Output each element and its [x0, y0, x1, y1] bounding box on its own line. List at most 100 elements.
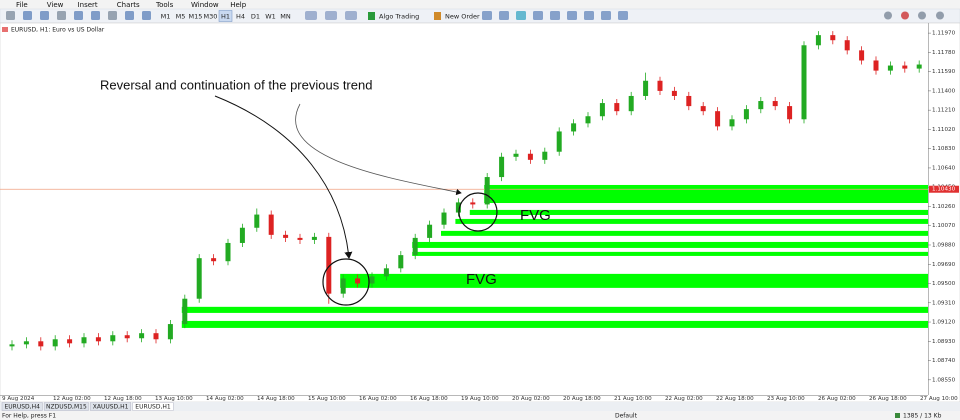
- candle-body: [297, 237, 303, 240]
- status-bar: [0, 411, 960, 420]
- timeframe-button[interactable]: M15: [189, 13, 203, 21]
- y-tick-label: 1.11970: [932, 31, 956, 37]
- tool-icon[interactable]: [325, 11, 337, 20]
- candle-body: [67, 339, 73, 344]
- tool-icon[interactable]: [901, 11, 909, 20]
- tool-icon[interactable]: [23, 11, 32, 20]
- tool-icon[interactable]: [482, 11, 492, 20]
- candle-body: [887, 65, 893, 71]
- candle-body: [801, 45, 807, 120]
- candle-body: [23, 341, 29, 345]
- candle-body: [470, 202, 476, 205]
- menu-item[interactable]: Window: [191, 1, 219, 9]
- y-tick-label: 1.10640: [932, 165, 956, 171]
- fvg-zone: [455, 218, 928, 224]
- chart-tab[interactable]: [132, 402, 174, 411]
- tool-icon[interactable]: [40, 11, 49, 20]
- candle-body: [153, 333, 159, 340]
- menu-item[interactable]: Tools: [155, 1, 174, 9]
- algo-trading-button[interactable]: Algo Trading: [379, 13, 419, 21]
- timeframe-button[interactable]: D1: [251, 13, 260, 21]
- tool-icon[interactable]: [305, 11, 317, 20]
- fvg-zone: [340, 273, 928, 288]
- candle-body: [844, 40, 850, 51]
- tool-icon[interactable]: [345, 11, 357, 20]
- chart-tab[interactable]: [1, 402, 43, 411]
- candle-body: [355, 278, 361, 284]
- candle-body: [167, 324, 173, 340]
- tool-icon[interactable]: [601, 11, 611, 20]
- chart-tab[interactable]: [44, 402, 89, 411]
- annotation-arrow: [214, 95, 353, 259]
- x-tick-label: 26 Aug 02:00: [818, 396, 856, 402]
- chart-tab-label[interactable]: NZDUSD,M15: [46, 403, 87, 410]
- candle-body: [484, 177, 490, 205]
- tool-icon[interactable]: [108, 11, 117, 20]
- timeframe-button[interactable]: W1: [265, 13, 276, 21]
- tool-icon[interactable]: [584, 11, 594, 20]
- chart-label: EURUSD, H1: Euro vs US Dollar: [11, 27, 105, 34]
- new-order-button[interactable]: New Order: [445, 13, 480, 21]
- chart-tab-label[interactable]: EURUSD,H1: [135, 403, 171, 410]
- y-tick-label: 1.08550: [932, 377, 956, 383]
- tool-icon[interactable]: [499, 11, 509, 20]
- tool-icon[interactable]: [936, 11, 944, 20]
- tool-icon[interactable]: [516, 11, 526, 20]
- tool-icon[interactable]: [125, 11, 134, 20]
- candle-body: [455, 202, 461, 213]
- y-tick-label: 1.11590: [932, 69, 956, 75]
- y-tick-label: 1.09880: [932, 242, 956, 248]
- menu-item[interactable]: View: [47, 1, 64, 9]
- chart-tab-label[interactable]: XAUUSD,H1: [93, 403, 129, 410]
- candle-body: [340, 278, 346, 294]
- tool-icon[interactable]: [884, 11, 892, 20]
- y-tick-label: 1.09120: [932, 320, 956, 326]
- candle-body: [715, 111, 721, 127]
- x-tick-label: 12 Aug 02:00: [53, 396, 91, 402]
- x-tick-label: 23 Aug 10:00: [767, 396, 805, 402]
- timeframe-button[interactable]: H4: [236, 13, 245, 21]
- timeframe-button[interactable]: M30: [204, 13, 218, 21]
- y-tick-label: 1.10830: [932, 146, 956, 152]
- x-tick-label: 26 Aug 18:00: [869, 396, 907, 402]
- timeframe-active-bg: [218, 10, 233, 22]
- timeframe-button[interactable]: H1: [221, 13, 230, 21]
- fvg-zone: [181, 320, 928, 328]
- candle-body: [628, 95, 634, 112]
- tool-icon[interactable]: [918, 11, 926, 20]
- fvg-zone: [469, 209, 928, 215]
- menu-item[interactable]: Charts: [117, 1, 140, 9]
- tool-icon[interactable]: [533, 11, 543, 20]
- tool-icon[interactable]: [618, 11, 628, 20]
- timeframe-button[interactable]: M5: [176, 13, 186, 21]
- menu-item[interactable]: Insert: [78, 1, 98, 9]
- chart-tab-label[interactable]: EURUSD,H4: [4, 403, 40, 410]
- menu-item[interactable]: File: [16, 1, 28, 9]
- candle-body: [614, 103, 620, 112]
- candle-body: [556, 131, 562, 152]
- x-tick-label: 20 Aug 02:00: [512, 396, 550, 402]
- algo-icon[interactable]: [368, 12, 375, 20]
- y-tick-label: 1.11780: [932, 50, 956, 56]
- candle-body: [211, 258, 217, 262]
- timeframe-button[interactable]: M1: [161, 13, 171, 21]
- chart-tab[interactable]: [90, 402, 132, 411]
- y-tick-label: 1.09690: [932, 262, 956, 268]
- tool-icon[interactable]: [57, 11, 66, 20]
- candle-body: [139, 333, 145, 339]
- tool-icon[interactable]: [142, 11, 151, 20]
- tool-icon[interactable]: [74, 11, 83, 20]
- tool-icon[interactable]: [567, 11, 577, 20]
- tool-icon[interactable]: [550, 11, 560, 20]
- tool-icon[interactable]: [91, 11, 100, 20]
- price-line-tag: [929, 185, 959, 193]
- tool-icon[interactable]: [6, 11, 15, 20]
- timeframe-button[interactable]: MN: [280, 13, 291, 21]
- candle-body: [571, 123, 577, 132]
- annotation: Reversal and continuation of the previou…: [100, 77, 372, 92]
- candle-body: [9, 344, 15, 347]
- candle-body: [110, 335, 116, 342]
- order-icon[interactable]: [434, 12, 441, 20]
- menu-item[interactable]: Help: [230, 1, 247, 9]
